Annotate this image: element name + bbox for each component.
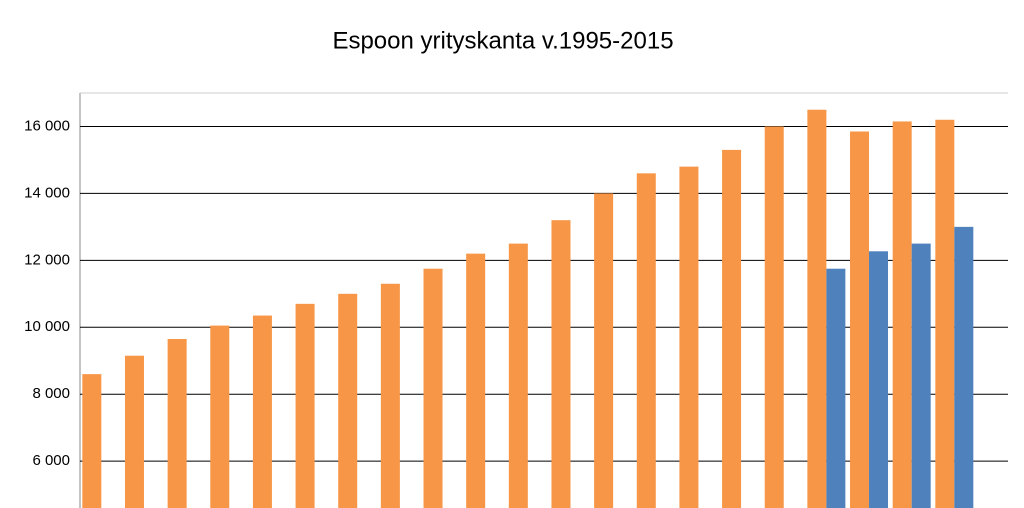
y-tick-label: 8 000 [32,385,70,402]
bar [722,149,742,508]
y-tick-label: 6 000 [32,452,70,469]
y-tick-label: 16 000 [24,117,70,134]
bar [869,251,889,508]
bar [466,253,486,508]
bar [850,131,870,508]
bar [892,121,912,508]
bar [124,355,144,508]
chart-title: Espoon yrityskanta v.1995-2015 [332,27,673,54]
bar [935,119,955,508]
bar [252,315,272,508]
y-tick-label: 14 000 [24,184,70,201]
bar [167,338,187,508]
bar [954,226,974,508]
y-tick-label: 10 000 [24,318,70,335]
bar [826,268,846,508]
bar [380,283,400,508]
bar [636,173,656,508]
bar [423,268,443,508]
bar [295,303,315,508]
bar [594,193,614,508]
bar [210,325,230,508]
bar [82,374,102,508]
y-tick-label: 12 000 [24,251,70,268]
bar [764,126,784,508]
bar [551,220,571,508]
bar [911,243,931,508]
bar [807,109,827,508]
bar [338,293,358,508]
bar [679,166,699,508]
bar [508,243,528,508]
